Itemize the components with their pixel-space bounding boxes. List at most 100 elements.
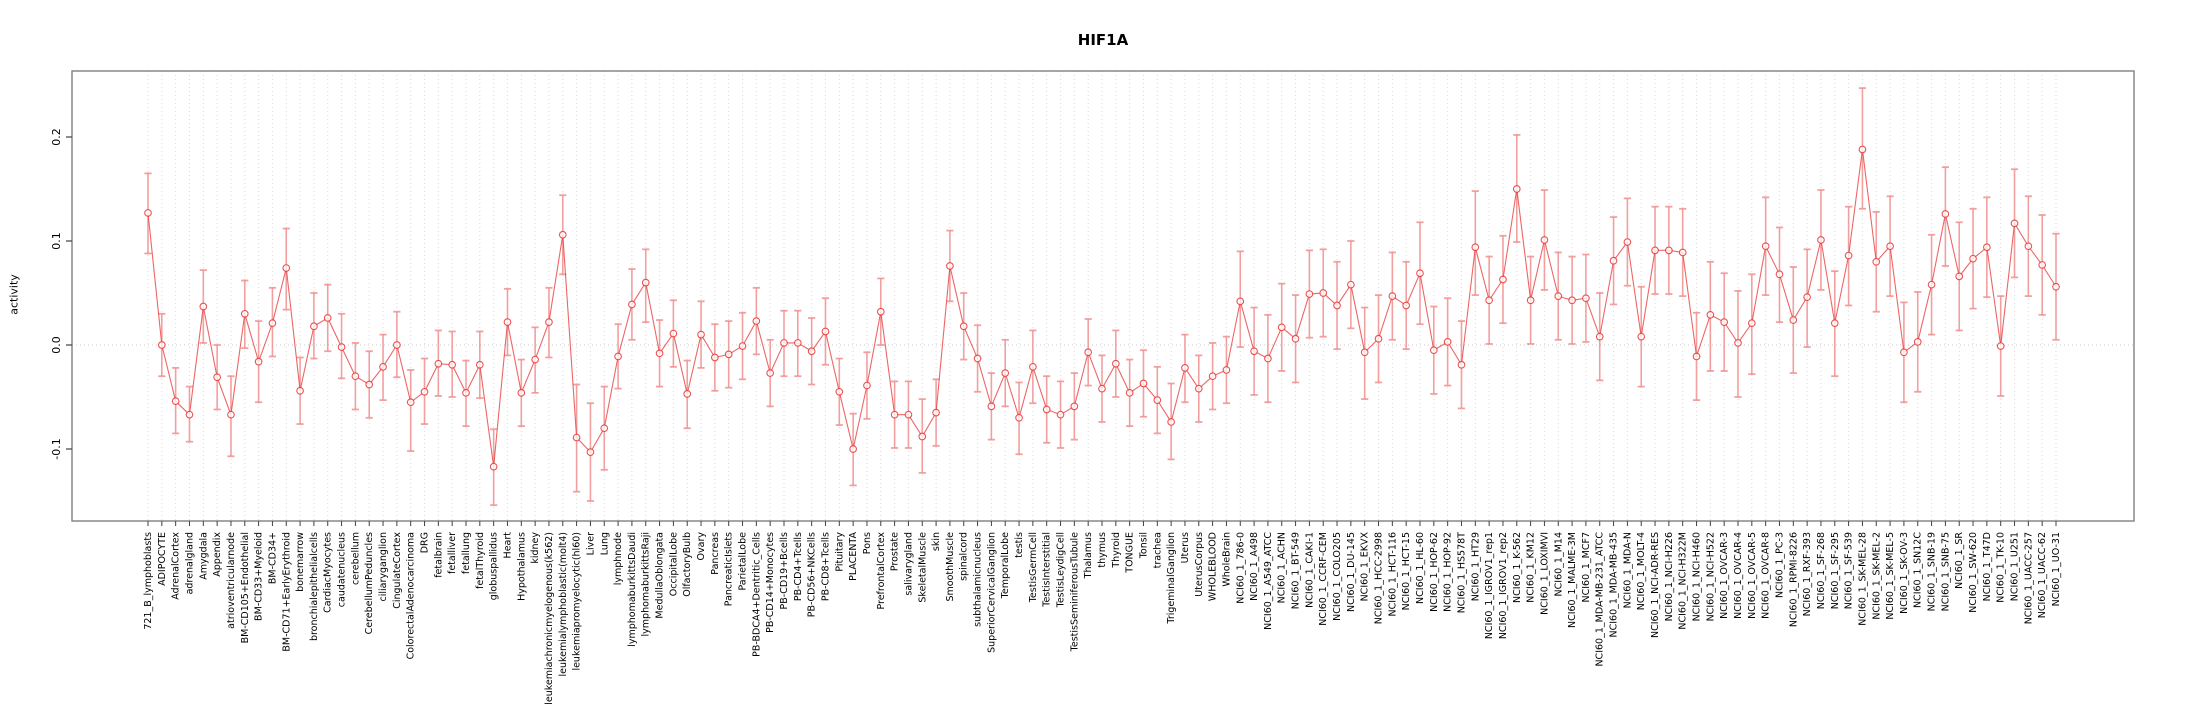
x-tick-label: NCI60_1_SNB-19 [1927, 532, 1938, 611]
x-tick-label: NCI60_1_HS578T [1456, 532, 1467, 613]
x-tick-label: NCI60_1_MCF7 [1581, 532, 1592, 603]
data-point [1844, 251, 1853, 260]
x-tick-label: leukemiapromyelocytic(hl60) [572, 532, 583, 671]
x-tick-label: NCI60_1_SR [1954, 532, 1965, 589]
data-point [946, 262, 954, 270]
data-point [1070, 402, 1079, 411]
data-point [1485, 296, 1493, 305]
data-point [890, 410, 899, 419]
x-tick-label: cerebellum [350, 532, 361, 585]
x-tick-label: CardiacMyocytes [323, 532, 334, 613]
x-tick-label: NCI60_1_HOP-62 [1429, 532, 1440, 612]
data-point [227, 410, 235, 419]
data-point [1208, 372, 1217, 381]
x-tick-label: NCI60_1_BT-549 [1291, 532, 1302, 609]
x-tick-label: PrefrontalCortex [876, 532, 887, 610]
x-tick-label: NCI60_1_HCC-2998 [1374, 532, 1385, 624]
data-point [406, 398, 415, 407]
data-point [379, 362, 387, 371]
data-point [1830, 319, 1839, 328]
data-point [1291, 334, 1300, 343]
x-tick-label: ColorectalAdenocarcinoma [406, 532, 417, 659]
x-tick-label: fetalliver [447, 532, 458, 574]
x-tick-label: NCI60_1_SN12C [1913, 532, 1924, 608]
x-tick-label: NCI60_1_NCI-ADR-RES [1650, 532, 1661, 638]
x-tick-label: TestisLeydigCell [1056, 532, 1067, 608]
x-tick-label: Hypothalamus [516, 532, 527, 601]
y-tick-label: 0.1 [50, 232, 63, 250]
data-point [351, 372, 360, 381]
data-point [1734, 339, 1742, 347]
x-tick-label: NCI60_1_IGROV1_rep1 [1484, 532, 1495, 639]
x-tick-label: Pons [862, 532, 873, 554]
x-tick-label: 721_B_lymphoblasts [143, 532, 154, 630]
x-tick-label: NCI60_1_HCT-116 [1387, 532, 1398, 616]
y-tick-label: 0.2 [50, 128, 63, 146]
data-point [793, 339, 802, 347]
x-tick-label: NCI60_1_MALME-3M [1567, 532, 1578, 628]
x-axis: 721_B_lymphoblasts ADIPOCYTE AdrenalCortex… [143, 521, 2062, 705]
data-point [1181, 364, 1189, 372]
x-tick-label: NCI60_1_A498 [1249, 532, 1260, 601]
data-point [171, 397, 180, 406]
x-tick-label: NCI60_1_CAKI-1 [1304, 532, 1315, 608]
x-tick-label: DRG [420, 532, 431, 553]
data-point [1236, 297, 1245, 306]
x-tick-label: Ovary [696, 532, 707, 561]
data-point [448, 360, 457, 369]
x-tick-label: Heart [502, 532, 513, 559]
data-point [1443, 338, 1452, 346]
data-point [766, 369, 775, 377]
data-point [1319, 289, 1328, 297]
data-point [641, 278, 650, 287]
data-point [503, 318, 512, 326]
x-tick-label: NCI60_1_OVCAR-5 [1747, 532, 1758, 619]
x-tick-label: skin [931, 532, 942, 551]
x-tick-label: NCI60_1_SF-268 [1816, 532, 1827, 609]
plot-border [71, 70, 2135, 522]
x-tick-label: NCI60_1_EKVX [1360, 532, 1371, 602]
data-point [1277, 323, 1286, 332]
x-tick-label: Prostate [890, 532, 901, 571]
x-tick-label: NCI60_1_HL-60 [1415, 532, 1426, 604]
x-tick-label: ParietalLobe [738, 532, 749, 591]
data-point [1872, 257, 1881, 266]
x-tick-label: NCI60_1_HOP-92 [1443, 532, 1454, 612]
data-point [1803, 293, 1811, 302]
data-point [752, 317, 761, 325]
x-tick-label: TemporalLobe [1000, 532, 1011, 599]
x-tick-label: subthalamicnucleus [973, 532, 984, 627]
x-tick-label: Thalamus [1083, 532, 1094, 579]
data-point [1692, 352, 1701, 361]
data-point [1900, 348, 1908, 357]
data-point [849, 445, 857, 453]
x-tick-label: NCI60_1_OVCAR-3 [1719, 532, 1730, 619]
data-point [876, 307, 885, 316]
x-tick-label: UterusCorpus [1194, 532, 1205, 597]
data-point [1111, 359, 1120, 368]
data-point [185, 410, 194, 419]
data-point [517, 388, 526, 397]
data-point [1540, 236, 1549, 244]
x-tick-label: NCI60_1_SK-MEL-5 [1885, 532, 1896, 620]
x-tick-label: ADIPOCYTE [157, 532, 168, 586]
data-point [1678, 248, 1687, 257]
data-point [835, 387, 844, 396]
x-tick-label: bronchialepithelialcells [309, 532, 320, 641]
x-tick-label: NCI60_1_LOXIMVI [1539, 532, 1550, 615]
data-point [1720, 318, 1729, 326]
data-point [199, 302, 208, 311]
data-point [1194, 384, 1203, 393]
x-tick-label: CerebellumPeduncles [364, 532, 375, 634]
data-point [420, 387, 429, 396]
x-tick-label: Liver [585, 532, 596, 555]
data-point [2010, 219, 2019, 228]
x-tick-label: NCI60_1_OVCAR-8 [1761, 532, 1772, 619]
data-point [600, 424, 609, 433]
data-point [337, 343, 346, 351]
x-tick-label: NCI60_1_786-0 [1235, 532, 1246, 604]
x-tick-label: NCI60_1_COLO205 [1332, 532, 1343, 621]
x-tick-label: NCI60_1_TK-10 [1996, 532, 2007, 603]
x-tick-label: NCI60_1_UO-31 [2051, 532, 2062, 606]
data-point [1761, 242, 1770, 251]
